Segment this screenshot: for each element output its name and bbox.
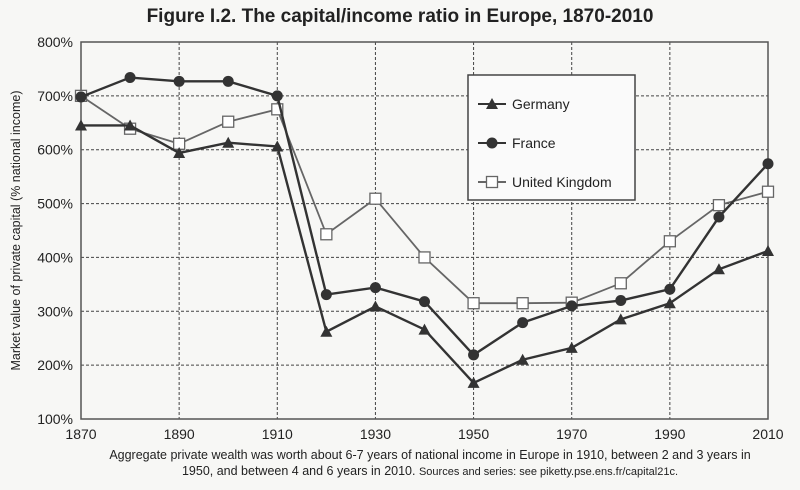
data-point-united-kingdom <box>369 192 382 205</box>
data-point-united-kingdom <box>614 277 627 290</box>
data-point-france <box>713 211 725 223</box>
x-tick-label: 1910 <box>262 426 293 442</box>
series-line-united-kingdom <box>80 95 769 305</box>
data-point-france <box>566 300 578 312</box>
data-point-germany <box>124 119 137 131</box>
chart-title: Figure I.2. The capital/income ratio in … <box>146 6 654 27</box>
legend-label: France <box>512 135 556 151</box>
data-point-france <box>419 296 430 308</box>
data-point-united-kingdom <box>320 228 333 241</box>
legend-marker-circle <box>486 137 498 149</box>
legend-marker-square <box>485 175 499 189</box>
caption: Aggregate private wealth was worth about… <box>100 447 760 480</box>
data-point-germany <box>614 313 627 325</box>
data-point-germany <box>565 341 578 353</box>
sources-text: Sources and series: see piketty.pse.ens.… <box>418 466 679 478</box>
data-point-germany <box>173 146 186 158</box>
data-point-germany <box>418 323 431 335</box>
y-tick-label: 600% <box>37 142 73 158</box>
data-point-united-kingdom <box>712 199 726 212</box>
legend-marker-triangle <box>486 98 498 109</box>
y-tick-label: 200% <box>37 357 73 373</box>
plot-frame <box>80 41 769 420</box>
data-point-france <box>762 158 774 170</box>
x-tick-label: 1870 <box>65 426 96 442</box>
data-point-united-kingdom <box>271 103 284 116</box>
data-point-germany <box>320 325 333 337</box>
y-tick-label: 700% <box>37 88 73 104</box>
data-point-france <box>222 75 234 87</box>
legend-label: United Kingdom <box>512 174 612 190</box>
y-tick-label: 300% <box>37 303 73 319</box>
data-point-france <box>320 289 332 301</box>
data-point-france <box>369 282 381 294</box>
data-point-france <box>517 317 529 329</box>
data-point-united-kingdom <box>418 251 431 264</box>
x-tick-label: 1950 <box>458 426 489 442</box>
data-point-germany <box>712 263 725 275</box>
series-line-france <box>80 76 769 357</box>
data-point-germany <box>762 244 774 256</box>
data-point-united-kingdom <box>663 235 677 248</box>
data-point-germany <box>222 136 235 148</box>
data-point-france <box>173 75 185 87</box>
x-tick-label: 1970 <box>556 426 587 442</box>
data-point-france <box>124 72 136 84</box>
y-axis-label: Market value of private capital (% natio… <box>9 91 23 371</box>
x-tick-label: 2010 <box>752 426 783 442</box>
y-tick-label: 100% <box>37 411 73 427</box>
x-tick-label: 1890 <box>164 426 195 442</box>
legend-label: Germany <box>512 96 570 112</box>
data-point-germany <box>467 376 480 388</box>
data-point-germany <box>75 119 87 131</box>
data-point-france <box>468 349 480 361</box>
data-point-france <box>271 90 283 102</box>
data-point-france <box>615 295 627 307</box>
data-point-united-kingdom <box>516 297 529 310</box>
data-point-france <box>75 91 87 103</box>
data-point-france <box>664 283 676 295</box>
data-point-germany <box>271 140 284 152</box>
data-point-germany <box>516 353 529 365</box>
y-tick-label: 800% <box>37 34 73 50</box>
x-tick-label: 1930 <box>360 426 391 442</box>
caption-text: Aggregate private wealth was worth about… <box>109 448 751 478</box>
y-tick-label: 500% <box>37 196 73 212</box>
x-tick-label: 1990 <box>654 426 685 442</box>
data-point-united-kingdom <box>222 115 235 128</box>
data-point-united-kingdom <box>467 297 480 310</box>
data-point-germany <box>663 297 676 309</box>
y-tick-label: 400% <box>37 249 73 265</box>
data-point-united-kingdom <box>761 185 775 198</box>
data-point-germany <box>369 300 382 312</box>
